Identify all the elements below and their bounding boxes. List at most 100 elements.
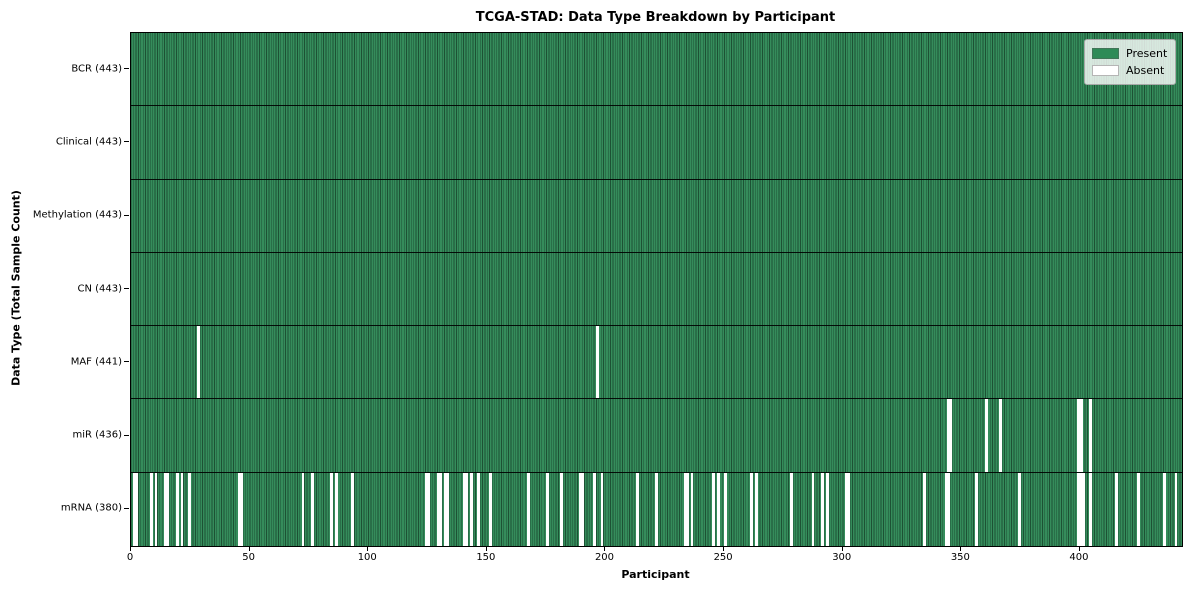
y-tick-mark <box>124 507 129 509</box>
absent-stripe <box>1136 472 1140 546</box>
x-tick-label: 300 <box>832 552 852 563</box>
legend-label-absent: Absent <box>1126 64 1165 77</box>
absent-stripe <box>825 472 829 546</box>
x-tick-label: 200 <box>594 552 615 563</box>
legend-entry-absent: Absent <box>1092 62 1168 79</box>
legend-entry-present: Present <box>1092 45 1168 62</box>
absent-stripe <box>545 472 549 546</box>
x-tick-label: 100 <box>357 552 377 563</box>
absent-stripe <box>923 472 926 546</box>
absent-stripe <box>1162 472 1166 546</box>
absent-stripe <box>844 472 848 546</box>
absent-stripe <box>685 472 689 546</box>
absent-stripe <box>946 472 950 546</box>
y-tick-label: miR (436) <box>72 429 122 441</box>
heatmap-row-Clinical <box>131 106 1182 180</box>
absent-stripe <box>462 472 466 546</box>
absent-stripe <box>470 472 473 546</box>
absent-stripe <box>593 472 597 546</box>
absent-stripe <box>1077 472 1081 546</box>
absent-stripe <box>750 472 753 546</box>
absent-stripe <box>334 472 338 546</box>
absent-stripe <box>999 399 1002 472</box>
y-tick-mark <box>124 434 129 436</box>
absent-stripe <box>944 472 948 546</box>
absent-stripe <box>655 472 658 546</box>
absent-stripe <box>133 472 136 546</box>
y-tick-mark <box>124 214 129 216</box>
absent-stripe <box>847 472 851 546</box>
absent-stripe <box>489 472 492 546</box>
x-tick-mark <box>367 546 369 551</box>
y-tick-mark <box>124 361 129 363</box>
absent-stripe <box>790 472 794 546</box>
y-tick-label: Methylation (443) <box>32 209 122 221</box>
absent-stripe <box>1018 472 1021 546</box>
absent-stripe <box>690 472 694 546</box>
absent-stripe <box>1115 472 1119 546</box>
legend: Present Absent <box>1084 39 1176 85</box>
absent-stripe <box>164 472 167 546</box>
absent-stripe <box>636 472 639 546</box>
x-tick-label: 250 <box>713 552 733 563</box>
absent-stripe <box>237 472 241 546</box>
absent-stripe <box>175 472 179 546</box>
absent-stripe <box>1079 399 1083 472</box>
absent-stripe <box>135 472 139 546</box>
absent-stripe <box>477 472 480 546</box>
heatmap-row-Methylation <box>131 180 1182 253</box>
absent-stripe <box>560 472 563 546</box>
absent-stripe <box>984 399 988 472</box>
x-tick-mark <box>248 546 250 551</box>
absent-stripe <box>811 472 815 546</box>
y-tick-label: mRNA (380) <box>60 502 122 514</box>
absent-stripe <box>1174 472 1178 546</box>
absent-stripe <box>311 472 314 546</box>
y-tick-label: BCR (443) <box>71 63 122 75</box>
absent-stripe <box>595 326 599 399</box>
x-axis-label: Participant <box>621 568 690 581</box>
absent-stripe <box>1079 472 1083 546</box>
absent-stripe <box>1089 399 1093 472</box>
absent-stripe <box>754 472 758 546</box>
absent-stripe <box>187 472 191 546</box>
heatmap-row-mRNA <box>131 472 1182 546</box>
absent-swatch-icon <box>1092 65 1119 76</box>
x-tick-mark <box>1078 546 1080 551</box>
heatmap-row-BCR <box>131 33 1182 107</box>
x-tick-label: 50 <box>242 552 255 563</box>
x-tick-mark <box>130 546 131 551</box>
plot-area <box>130 32 1183 547</box>
absent-stripe <box>154 472 158 546</box>
heatmap-row-CN <box>131 253 1182 327</box>
absent-stripe <box>1089 472 1093 546</box>
absent-stripe <box>443 472 447 546</box>
absent-stripe <box>946 399 950 472</box>
absent-stripe <box>581 472 585 546</box>
x-tick-mark <box>604 546 606 551</box>
absent-stripe <box>716 472 720 546</box>
absent-stripe <box>1082 472 1085 546</box>
heatmap-row-MAF <box>131 326 1182 400</box>
absent-stripe <box>465 472 469 546</box>
absent-stripe <box>712 472 715 546</box>
y-tick-label: MAF (441) <box>70 356 122 368</box>
absent-stripe <box>239 472 243 546</box>
absent-stripe <box>821 472 824 546</box>
y-tick-mark <box>124 141 129 143</box>
absent-stripe <box>600 472 604 546</box>
x-tick-mark <box>841 546 843 551</box>
x-tick-label: 0 <box>126 552 134 563</box>
chart-title: TCGA-STAD: Data Type Breakdown by Partic… <box>475 10 836 25</box>
absent-stripe <box>149 472 153 546</box>
x-tick-mark <box>960 546 962 551</box>
y-axis-label: Data Type (Total Sample Count) <box>9 190 23 386</box>
absent-stripe <box>436 472 440 546</box>
x-tick-mark <box>723 546 725 551</box>
legend-label-present: Present <box>1126 47 1168 60</box>
y-tick-label: Clinical (443) <box>55 136 122 148</box>
x-tick-mark <box>485 546 487 551</box>
absent-stripe <box>1077 399 1081 472</box>
absent-stripe <box>723 472 727 546</box>
